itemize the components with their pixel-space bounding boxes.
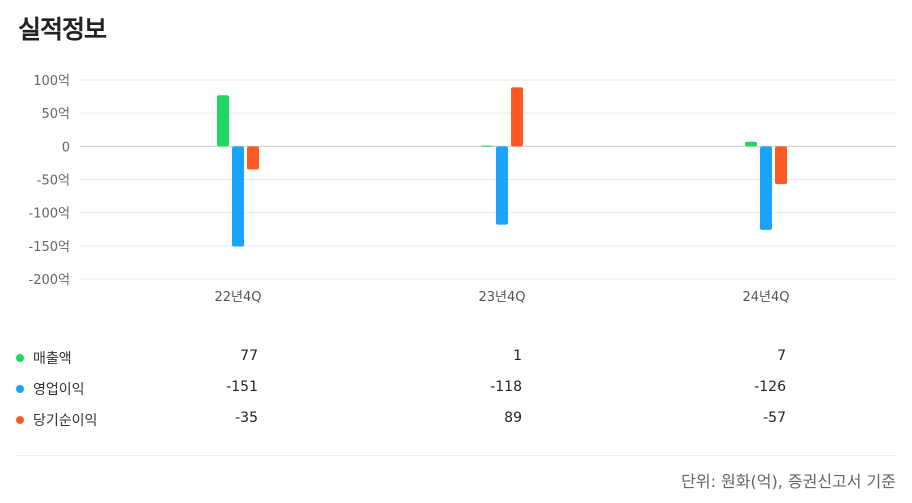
- table-row: 영업이익 -151 -118 -126: [0, 376, 912, 406]
- table-cell: 89: [504, 410, 522, 426]
- y-tick-label: -200억: [29, 273, 70, 288]
- table-cell: -57: [763, 410, 786, 426]
- table-cell: 1: [513, 348, 522, 364]
- unit-footnote: 단위: 원화(억), 증권신고서 기준: [681, 472, 896, 491]
- legend-dot-icon: [16, 354, 24, 362]
- row-label: 영업이익: [33, 382, 85, 398]
- bar-매출액-23년4Q: [481, 145, 493, 147]
- row-label: 매출액: [33, 351, 72, 367]
- bar-영업이익-24년4Q: [760, 146, 772, 230]
- y-tick-label: 0: [62, 140, 70, 155]
- legend-dot-icon: [16, 385, 24, 393]
- table-cell: -118: [490, 379, 522, 395]
- bar-매출액-22년4Q: [217, 95, 229, 147]
- page-title: 실적정보: [18, 15, 107, 44]
- table-cell: 7: [777, 348, 786, 364]
- table-row: 매출액 77 1 7: [0, 345, 912, 375]
- table-row: 당기순이익 -35 89 -57: [0, 407, 912, 437]
- table-cell: 77: [240, 348, 258, 364]
- x-category-label: 24년4Q: [742, 290, 789, 305]
- y-tick-label: -50억: [37, 174, 70, 189]
- y-tick-label: -100억: [29, 207, 70, 222]
- x-category-label: 22년4Q: [214, 290, 261, 305]
- y-tick-label: 50억: [41, 107, 70, 122]
- row-label: 당기순이익: [33, 413, 98, 429]
- table-cell: -151: [226, 379, 258, 395]
- bar-영업이익-23년4Q: [496, 146, 508, 225]
- divider: [16, 455, 896, 456]
- legend-dot-icon: [16, 416, 24, 424]
- bar-당기순이익-22년4Q: [247, 146, 259, 170]
- table-cell: -126: [754, 379, 786, 395]
- earnings-bar-chart: 100억 50억 0 -50억 -100억 -150억 -200억 22년4Q 23년4Q 24년…: [29, 74, 896, 305]
- bar-당기순이익-24년4Q: [775, 146, 787, 185]
- bar-매출액-24년4Q: [745, 141, 757, 147]
- y-tick-label: -150억: [29, 240, 70, 255]
- x-category-label: 23년4Q: [478, 290, 525, 305]
- y-tick-label: 100억: [33, 74, 70, 89]
- bar-당기순이익-23년4Q: [511, 87, 523, 147]
- bar-영업이익-22년4Q: [232, 146, 244, 247]
- table-cell: -35: [235, 410, 258, 426]
